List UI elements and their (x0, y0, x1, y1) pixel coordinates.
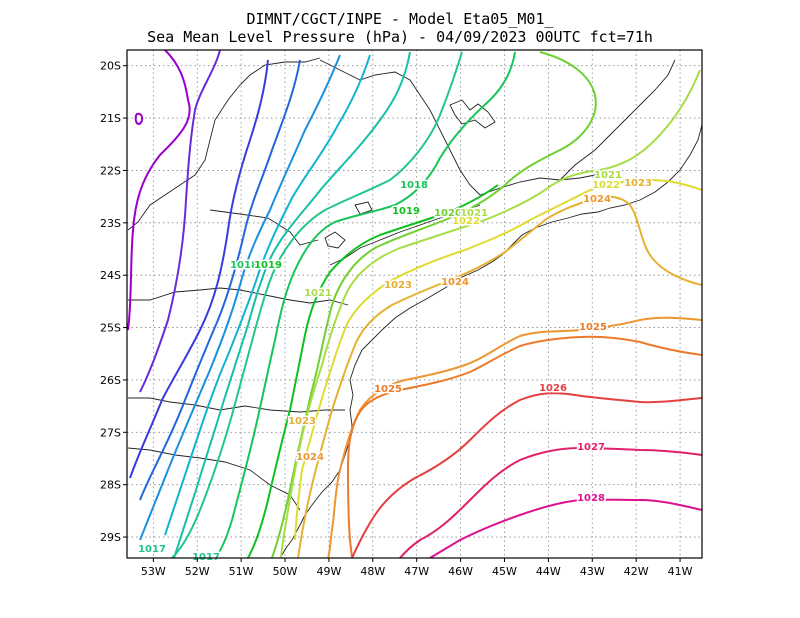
isobar-label: 1020 (434, 208, 462, 219)
isobar-1011 (139, 50, 221, 393)
state-border (127, 447, 301, 511)
isobar-label: 1028 (577, 493, 605, 504)
state-border (319, 59, 481, 196)
x-tick-label: 50W (273, 565, 298, 578)
state-border (127, 57, 321, 231)
x-tick-label: 44W (536, 565, 561, 578)
map-subtitle: Sea Mean Level Pressure (hPa) - 04/09/20… (147, 28, 653, 46)
x-tick-label: 53W (141, 565, 166, 578)
isobar-1022 (294, 178, 702, 541)
isobar-label: 1024 (441, 277, 469, 288)
x-tick-label: 43W (580, 565, 605, 578)
isobar-label: 1025 (579, 322, 607, 333)
x-tick-label: 48W (360, 565, 385, 578)
x-tick-label: 49W (316, 565, 341, 578)
isobar-1024 (327, 316, 702, 558)
x-tick-label: 45W (492, 565, 517, 578)
isobar-label: 1027 (577, 442, 605, 453)
coastline-and-borders (127, 57, 702, 556)
isobar-label: 1022 (452, 216, 480, 227)
isobar-label: 1017 (138, 544, 166, 555)
state-border (128, 287, 349, 306)
y-tick-label: 25S (100, 322, 121, 335)
isobar-label: 1018 (230, 260, 258, 271)
isobar-1027 (399, 446, 702, 558)
isobar-1012 (129, 59, 269, 479)
isobar-label: 1023 (384, 280, 412, 291)
x-tick-label: 52W (185, 565, 210, 578)
lake (449, 99, 496, 129)
grid-lines (127, 50, 702, 558)
isobar-1019 (247, 184, 499, 558)
isobar-1025 (346, 335, 702, 558)
isobar-1010 (127, 50, 191, 331)
isobar-label: 1019 (254, 260, 282, 271)
state-border (329, 204, 481, 266)
y-tick-label: 26S (100, 374, 121, 387)
lake (354, 201, 373, 215)
isobars (127, 50, 702, 558)
y-tick-label: 20S (100, 60, 121, 73)
isobar-1018 (214, 51, 516, 558)
y-tick-label: 27S (100, 426, 121, 439)
isobar-1017 (171, 51, 463, 558)
axes: 53W 52W 51W 50W 49W 48W 47W 46W 45W 44W 43W 42W 41W 2… (100, 60, 693, 578)
isobar-label: 1021 (460, 208, 488, 219)
map-title: DIMNT/CGCT/INPE - Model Eta05_M01_ (246, 10, 554, 28)
x-tick-label: 46W (448, 565, 473, 578)
plot-frame (126, 49, 703, 559)
y-tick-label: 21S (100, 112, 121, 125)
y-tick-label: 24S (100, 269, 121, 282)
coastline (281, 124, 702, 556)
isobar-label: 1021 (594, 170, 622, 181)
state-border (559, 59, 676, 181)
y-tick-label: 29S (100, 531, 121, 544)
isobar-label: 1026 (539, 383, 567, 394)
y-tick-label: 22S (100, 164, 121, 177)
x-tick-label: 51W (229, 565, 254, 578)
isobar-label: 1019 (392, 206, 420, 217)
state-border (128, 397, 345, 413)
isobar-label: 1023 (288, 416, 316, 427)
y-tick-label: 23S (100, 217, 121, 230)
isobar-1026 (351, 392, 702, 558)
x-tick-label: 41W (668, 565, 693, 578)
isobar-1023 (297, 195, 702, 558)
y-tick-label: 28S (100, 479, 121, 492)
isobar-label: 1023 (624, 178, 652, 189)
isobar-label: 1018 (400, 180, 428, 191)
isobar-1013 (139, 59, 301, 501)
isobar-1016 (173, 51, 411, 558)
isobar-1021 (280, 69, 701, 558)
isobar-label: 1021 (304, 288, 332, 299)
isobar-1014 (139, 54, 341, 541)
isobar-1028 (429, 498, 702, 558)
isobar-label: 1022 (592, 180, 620, 191)
isobar-label: 1025 (374, 384, 402, 395)
isobar-label: 1024 (583, 194, 611, 205)
isobar-1015 (164, 54, 371, 536)
x-tick-label: 42W (624, 565, 649, 578)
isobar-label: 1024 (296, 452, 324, 463)
lake (324, 231, 346, 249)
x-tick-label: 47W (404, 565, 429, 578)
isobar-closed-small (134, 112, 144, 126)
